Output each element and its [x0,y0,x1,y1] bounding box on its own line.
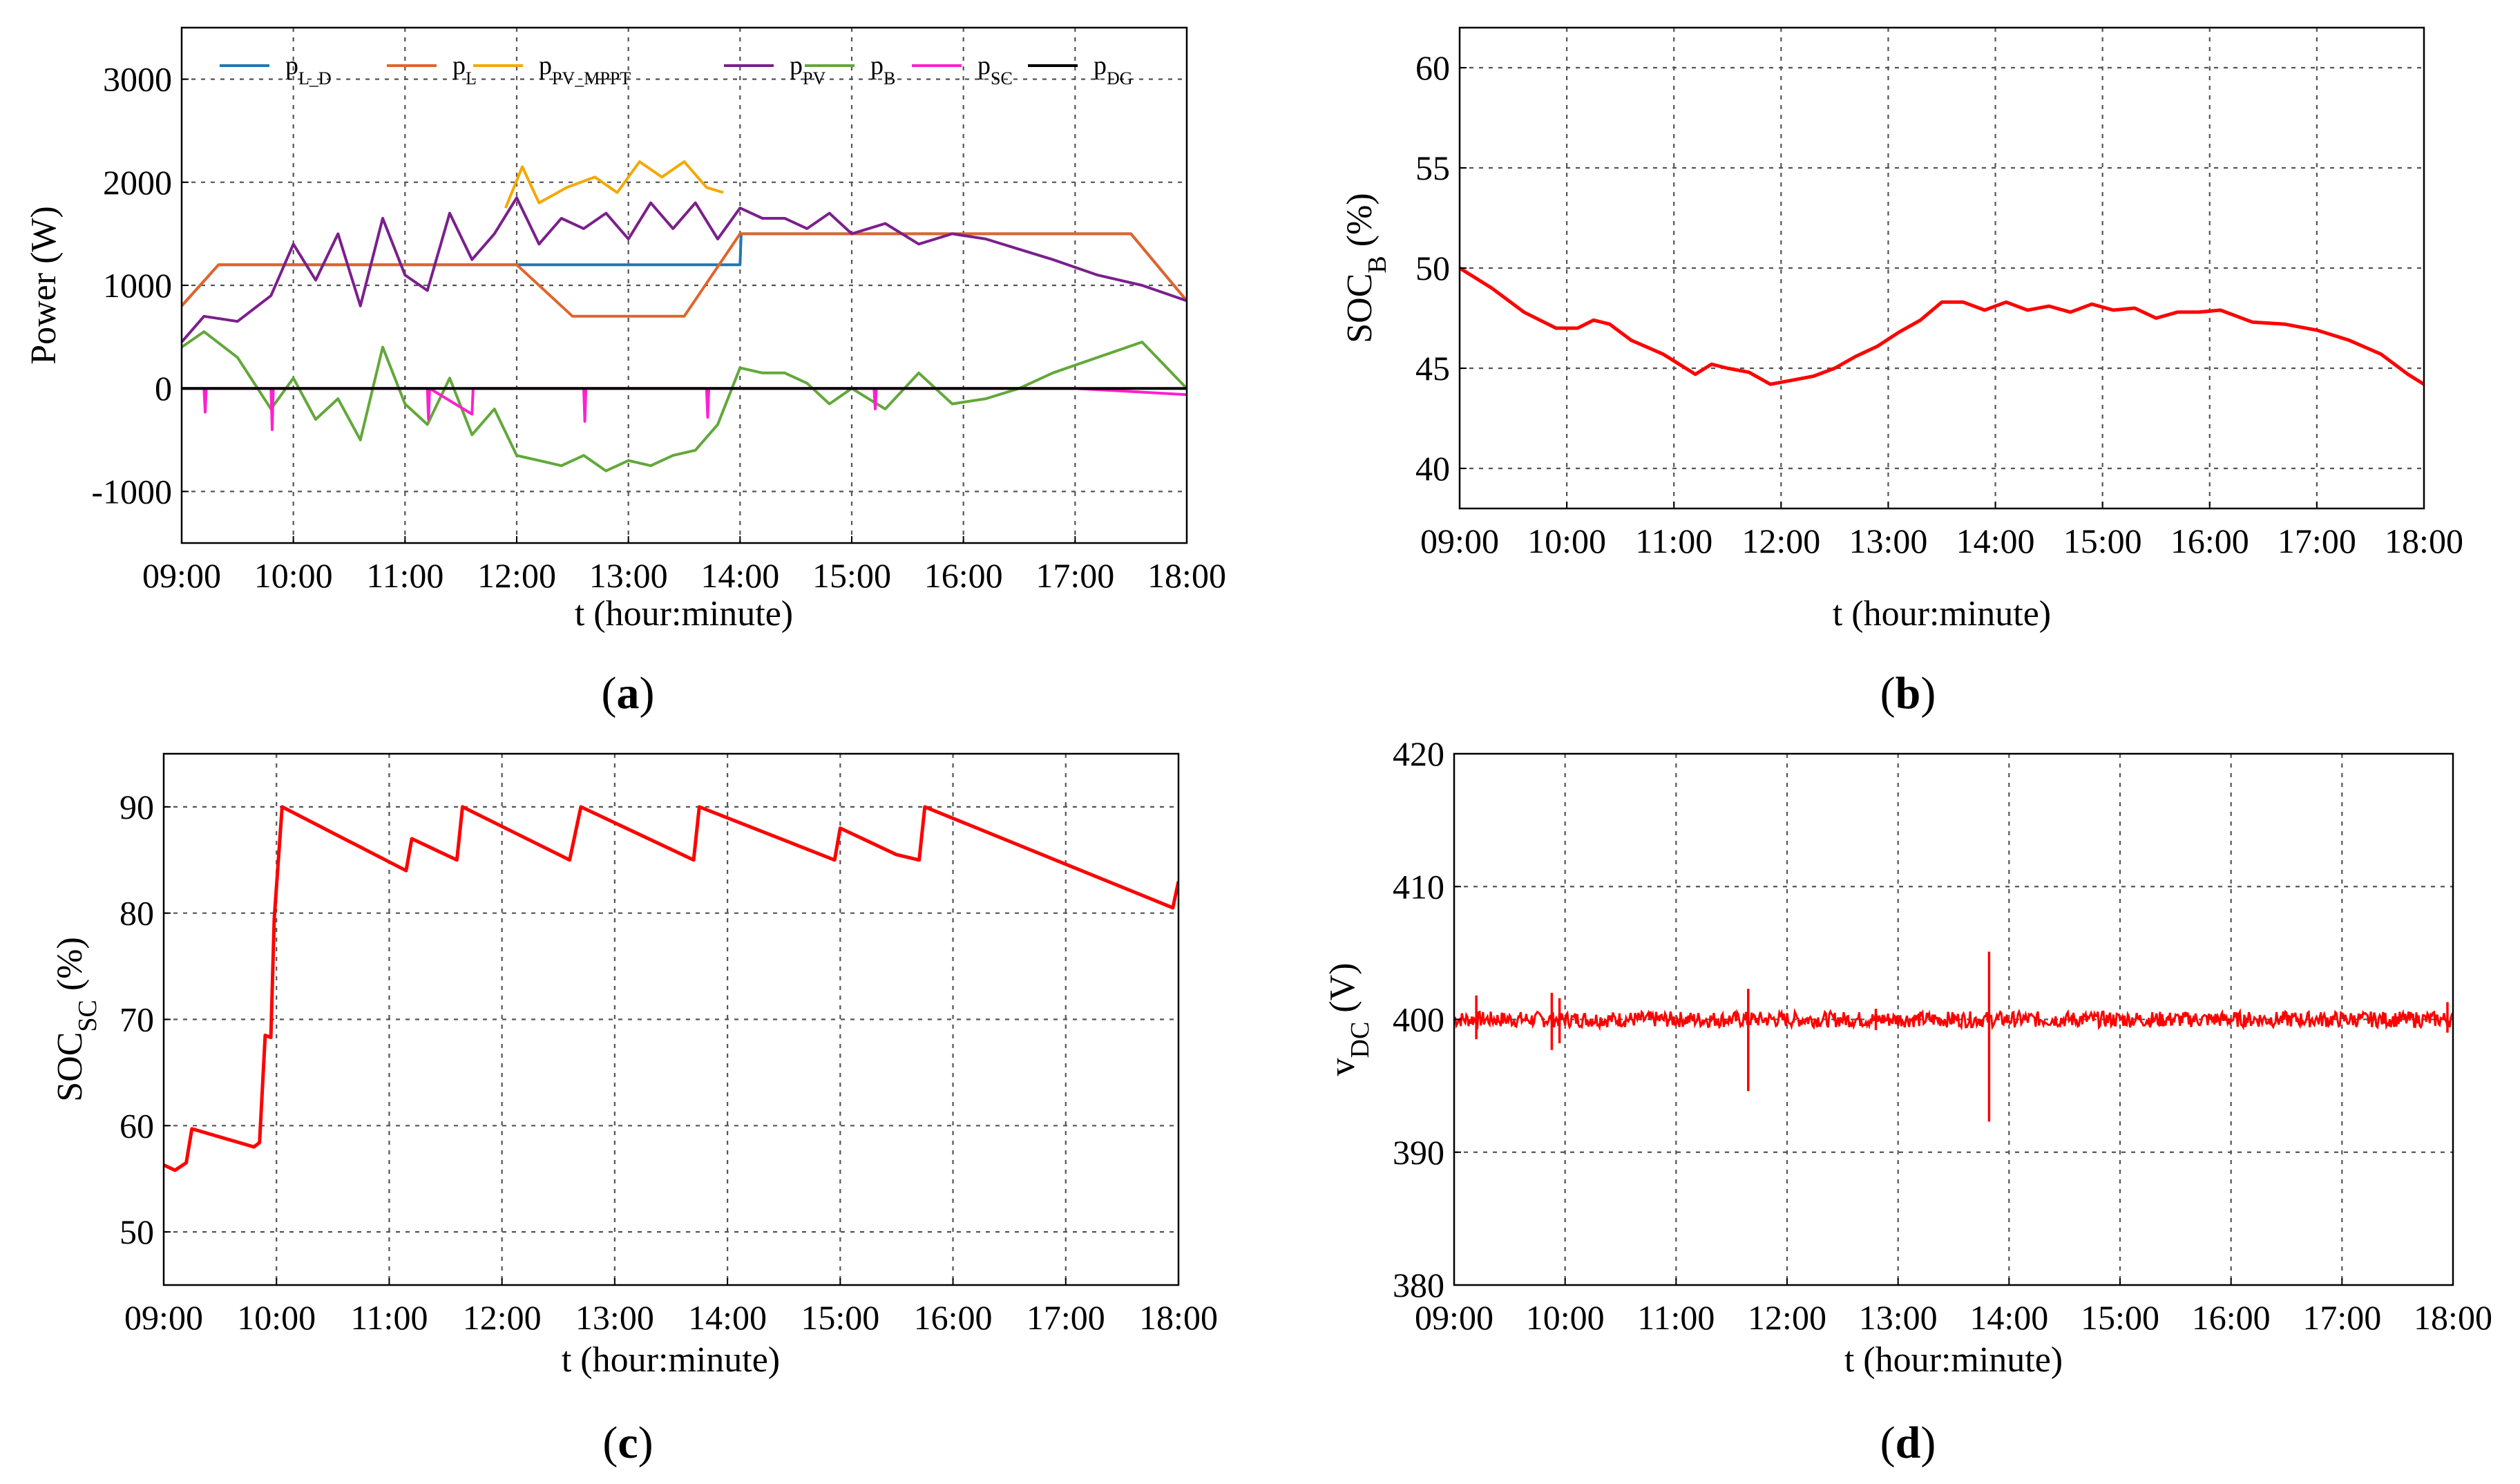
panel-a: 09:00 10:00 11:00 12:00 13:00 14:00 15:00 16:00… [24,26,1226,719]
x-tick-label: 13:00 [575,1298,654,1337]
y-tick-label: 40 [1415,449,1450,488]
plot-area [182,160,1187,473]
x-tick-label: 16:00 [2192,1298,2271,1337]
y-axis-label: SOCSC (%) [50,937,102,1102]
x-tick-label: 16:00 [924,556,1003,595]
series-line-pSC [182,387,1187,431]
x-tick-label: 14:00 [688,1298,767,1337]
series-line-vDC [1454,1007,2453,1031]
y-tick-label: 1000 [103,266,172,305]
series-line-pPV_MPPT [504,160,724,209]
x-tick-label: 09:00 [142,556,221,595]
series-line-SOC_SC [164,805,1178,1172]
plot-frame [1458,26,2425,510]
x-tick-label: 17:00 [1027,1298,1105,1337]
x-tick-label: 12:00 [477,556,556,595]
panel-label: (c) [602,1418,653,1468]
x-tick-label: 11:00 [1635,522,1712,560]
series-line-pPV [182,196,1187,343]
panel-b: 09:00 10:00 11:00 12:00 13:00 14:00 15:00 16:00… [1340,26,2463,719]
legend-label-pSC: pSC [977,51,1013,88]
x-tick-label: 11:00 [366,556,443,595]
x-tick-label: 10:00 [237,1298,316,1337]
legend-label-pDG: pDG [1094,51,1133,88]
x-tick-label: 15:00 [2081,1298,2159,1337]
x-tick-label: 13:00 [1859,1298,1938,1337]
x-tick-label: 18:00 [1147,556,1226,595]
plot-area [1454,951,2453,1122]
x-tick-label: 16:00 [2170,522,2249,560]
y-tick-label: 70 [120,1000,154,1039]
x-tick-label: 14:00 [1969,1298,2048,1337]
y-tick-label: 390 [1393,1133,1444,1172]
y-tick-label: 50 [1415,249,1450,287]
x-axis-label: t (hour:minute) [1844,1340,2063,1380]
x-tick-label: 12:00 [463,1298,542,1337]
x-tick-label: 13:00 [589,556,668,595]
series-line-pB [182,330,1187,473]
x-tick-label: 15:00 [812,556,891,595]
panel-c: 09:00 10:00 11:00 12:00 13:00 14:00 15:00 16:00… [50,752,1218,1468]
x-tick-label: 09:00 [1415,1298,1493,1337]
x-tick-label: 15:00 [2063,522,2142,560]
x-tick-label: 10:00 [1527,522,1606,560]
panel-label: (d) [1880,1418,1936,1468]
x-tick-label: 11:00 [1637,1298,1715,1337]
y-axis-label: Power (W) [24,206,64,365]
x-tick-label: 09:00 [124,1298,203,1337]
y-tick-label: -1000 [91,472,172,511]
y-tick-label: 2000 [103,163,172,202]
y-tick-label: 55 [1415,149,1450,187]
y-tick-label: 50 [120,1212,154,1251]
y-tick-label: 3000 [103,60,172,99]
y-tick-label: 0 [155,369,172,408]
y-tick-label: 60 [1415,48,1450,87]
legend-label-pPV_MPPT: pPV_MPPT [539,51,631,88]
x-tick-label: 13:00 [1849,522,1927,560]
y-tick-label: 410 [1393,867,1444,906]
legend-label-pB: pB [870,51,895,88]
x-tick-label: 10:00 [1526,1298,1605,1337]
y-tick-label: 380 [1393,1266,1444,1304]
y-tick-label: 400 [1393,1000,1444,1039]
x-tick-label: 09:00 [1420,522,1499,560]
y-tick-label: 80 [120,894,154,933]
x-tick-label: 18:00 [2385,522,2463,560]
plot-area [1460,266,2424,386]
legend-label-pPV: pPV [790,51,825,88]
series-line-SOC_B [1460,266,2424,386]
x-tick-label: 12:00 [1741,522,1820,560]
legend-label-pL: pL [452,51,477,88]
x-tick-label: 17:00 [1035,556,1114,595]
x-tick-label: 11:00 [350,1298,428,1337]
x-tick-label: 12:00 [1748,1298,1826,1337]
x-tick-label: 18:00 [2414,1298,2492,1337]
legend-label-pL_D: pL_D [285,51,332,88]
series-line-pL [182,232,1187,318]
panel-label: (a) [602,668,655,719]
x-tick-label: 14:00 [1956,522,2035,560]
panel-d: 09:00 10:00 11:00 12:00 13:00 14:00 15:00 16:00… [1323,734,2492,1468]
y-tick-label: 90 [120,788,154,826]
y-axis-label: SOCB (%) [1340,193,1392,343]
x-tick-label: 17:00 [2278,522,2356,560]
x-tick-label: 10:00 [254,556,333,595]
y-tick-label: 420 [1393,734,1444,773]
plot-area [164,805,1178,1172]
x-tick-label: 15:00 [801,1298,879,1337]
x-axis-label: t (hour:minute) [562,1340,780,1380]
panel-label: (b) [1880,668,1936,719]
x-tick-label: 17:00 [2302,1298,2381,1337]
x-tick-label: 18:00 [1139,1298,1218,1337]
y-tick-label: 60 [120,1106,154,1145]
x-axis-label: t (hour:minute) [575,594,793,634]
x-tick-label: 16:00 [914,1298,993,1337]
x-tick-label: 14:00 [700,556,779,595]
y-axis-label: vDC (V) [1323,963,1375,1076]
x-axis-label: t (hour:minute) [1833,594,2051,634]
y-tick-label: 45 [1415,349,1450,388]
